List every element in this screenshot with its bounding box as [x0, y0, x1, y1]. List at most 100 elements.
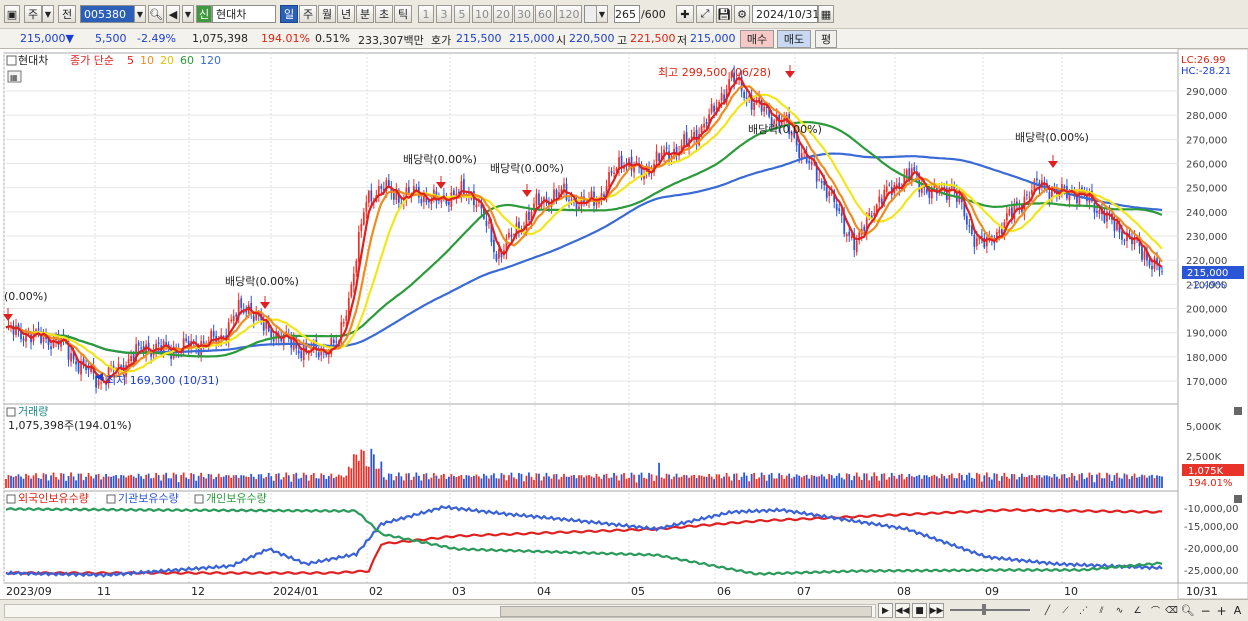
volume-bar — [270, 476, 273, 488]
buy-button[interactable]: 매수 — [740, 30, 774, 48]
eraser-icon[interactable]: ⌫ — [1165, 605, 1178, 616]
minute-120-button[interactable]: 120 — [556, 5, 582, 23]
zoom-slider[interactable] — [950, 609, 1030, 611]
candle-body — [675, 146, 678, 154]
horizontal-scrollbar[interactable] — [4, 604, 876, 618]
speaker-icon[interactable]: ◀ — [166, 5, 180, 23]
draw-fib-icon[interactable]: ⋰ — [1079, 605, 1088, 616]
volume-bar — [175, 474, 178, 488]
volume-bar — [250, 473, 253, 488]
volume-legend-box-icon[interactable] — [6, 407, 16, 417]
volume-bar — [92, 478, 95, 488]
volume-bar — [885, 479, 888, 488]
zoom-icon[interactable]: ⤢ — [696, 5, 714, 23]
period-second-button[interactable]: 초 — [375, 5, 393, 23]
candle-body — [658, 153, 660, 161]
volume-bar — [910, 476, 913, 488]
period-year-button[interactable]: 년 — [337, 5, 355, 23]
scroll-right-icon[interactable]: ▶ — [878, 603, 893, 618]
candle-body — [525, 213, 528, 230]
period-dropdown-icon[interactable]: ▼ — [42, 5, 54, 23]
foreign-holding-line — [5, 508, 1163, 575]
minute-10-button[interactable]: 10 — [472, 5, 492, 23]
candle-body — [480, 203, 483, 209]
draw-channel-icon[interactable]: ⫽ — [1099, 605, 1104, 616]
stock-code-input[interactable]: 005380 — [80, 5, 136, 23]
draw-wave-icon[interactable]: ∿ — [1115, 605, 1124, 616]
layout-icon[interactable]: ▣ — [4, 5, 20, 23]
minute-30-button[interactable]: 30 — [514, 5, 534, 23]
volume-bar — [528, 472, 530, 488]
holding-tick-1: -10,000,00 — [1184, 504, 1239, 515]
search-icon[interactable]: 🔍︎ — [148, 5, 164, 23]
calculator-icon[interactable] — [7, 70, 22, 83]
volume-bar — [235, 475, 238, 488]
dividend-marker-icon — [260, 302, 270, 309]
sell-button[interactable]: 매도 — [777, 30, 811, 48]
volume-bar — [508, 475, 510, 488]
candle-body — [563, 183, 565, 189]
zoom-in-icon[interactable]: + — [1216, 603, 1227, 618]
candle-body — [665, 147, 668, 150]
draw-arc-icon[interactable]: ⌒ — [1150, 607, 1160, 617]
volume-bar — [743, 472, 746, 488]
stock-name-field[interactable]: 현대차 — [212, 5, 276, 23]
period-week-button[interactable]: 주 — [299, 5, 317, 23]
minute-5-button[interactable]: 5 — [454, 5, 470, 23]
minute-60-button[interactable]: 60 — [535, 5, 555, 23]
candle-body — [302, 344, 305, 361]
volume-close-icon[interactable] — [1234, 407, 1242, 415]
candle-body — [367, 190, 370, 203]
save-icon[interactable]: 💾︎ — [716, 5, 732, 23]
volume-bar — [122, 475, 125, 488]
candle-body — [580, 196, 583, 207]
eval-button[interactable]: 평 — [815, 30, 837, 48]
font-size-icon[interactable]: A — [1233, 604, 1242, 617]
draw-angle-icon[interactable]: ∠ — [1133, 605, 1142, 616]
zoom-search-icon[interactable]: 🔍︎ — [1180, 604, 1195, 617]
code-dropdown-icon[interactable]: ▼ — [134, 5, 146, 23]
count-input[interactable]: 265 — [614, 5, 640, 23]
prev-button[interactable]: 전 — [58, 5, 76, 23]
volume-bar — [778, 473, 781, 488]
price-change: 5,500 — [95, 32, 127, 45]
x-axis-label: 04 — [537, 585, 551, 598]
stop-icon[interactable]: ■ — [912, 603, 927, 618]
draw-line-icon[interactable]: ╱ — [1044, 605, 1051, 616]
fast-forward-icon[interactable]: ▶▶ — [929, 603, 944, 618]
minute-20-button[interactable]: 20 — [493, 5, 513, 23]
zoom-out-icon[interactable]: − — [1200, 603, 1211, 618]
date-input[interactable]: 2024/10/31 — [752, 5, 819, 23]
volume-bar — [780, 475, 783, 488]
minute-1-button[interactable]: 1 — [418, 5, 434, 23]
crosshair-icon[interactable]: ✚ — [676, 5, 694, 23]
calendar-icon[interactable]: ▦ — [818, 5, 834, 23]
period-day-button[interactable]: 일 — [280, 5, 298, 23]
volume-title: 거래량 — [18, 405, 48, 418]
period-minute-button[interactable]: 분 — [356, 5, 374, 23]
period-month-button[interactable]: 월 — [318, 5, 336, 23]
draw-trend-icon[interactable]: ⟋ — [1062, 605, 1069, 616]
volume-bar — [793, 476, 796, 488]
holding-close-icon[interactable] — [1234, 495, 1242, 503]
custom-period-dropdown-icon[interactable]: ▼ — [596, 5, 608, 23]
volume-bar — [1153, 478, 1156, 488]
indiv-legend-box-icon[interactable] — [194, 494, 204, 504]
zoom-slider-handle[interactable] — [982, 604, 986, 615]
stock-chart[interactable]: 290,000 280,000 270,000 260,000 250,000 240,0… — [0, 49, 1248, 599]
legend-box-icon[interactable] — [6, 55, 17, 66]
speaker-dropdown-icon[interactable]: ▼ — [182, 5, 194, 23]
rewind-icon[interactable]: ◀◀ — [895, 603, 910, 618]
period-tick-button[interactable]: 틱 — [394, 5, 412, 23]
gear-icon[interactable]: ⚙ — [734, 5, 750, 23]
volume-bar — [750, 473, 753, 488]
holding-legend-box-icon[interactable] — [6, 494, 16, 504]
minute-3-button[interactable]: 3 — [436, 5, 452, 23]
volume-bar — [668, 474, 670, 488]
inst-legend-box-icon[interactable] — [106, 494, 116, 504]
period-select[interactable]: 주 — [24, 5, 42, 23]
volume-bar — [755, 479, 758, 488]
candle-body — [483, 206, 485, 219]
candle-body — [400, 203, 403, 205]
scroll-thumb[interactable] — [500, 606, 872, 617]
